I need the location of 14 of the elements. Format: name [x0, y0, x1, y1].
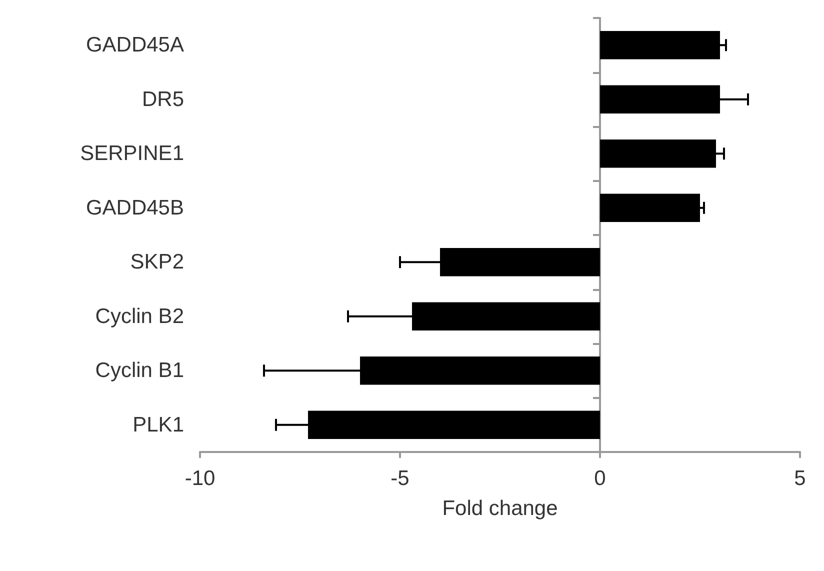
x-axis-title: Fold change: [442, 497, 558, 520]
y-tick-label: GADD45A: [86, 34, 184, 57]
x-tick-label: 5: [794, 467, 806, 490]
y-tick-label: DR5: [142, 88, 184, 111]
bar: [600, 194, 700, 222]
x-tick-label: -10: [184, 467, 216, 490]
y-tick-label: Cyclin B2: [95, 304, 184, 328]
y-tick-label: SERPINE1: [80, 142, 184, 166]
y-tick-label: Cyclin B1: [95, 359, 184, 382]
y-tick-label: PLK1: [132, 413, 184, 436]
x-tick-label: -5: [390, 467, 410, 490]
x-tick-label: 0: [594, 467, 606, 490]
y-tick-label: SKP2: [130, 250, 184, 274]
y-tick-label: GADD45B: [86, 196, 184, 220]
